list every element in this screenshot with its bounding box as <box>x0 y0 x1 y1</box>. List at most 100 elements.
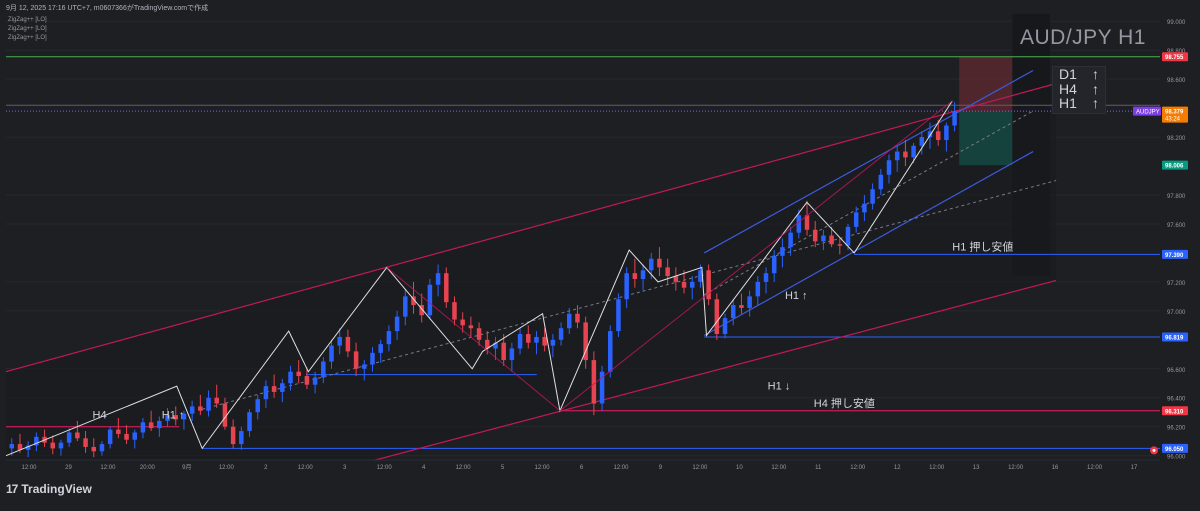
time-tick-label: 5 <box>501 465 505 471</box>
candle-body <box>730 305 736 319</box>
price-tick-label: 98.800 <box>1167 49 1186 55</box>
symbol-badge-label[interactable]: AUDJPY <box>1136 110 1160 116</box>
indicator-label[interactable]: ZigZag++ [LO] <box>8 35 47 41</box>
time-tick-label: 11 <box>815 465 822 471</box>
time-tick-label: 12:00 <box>771 465 787 471</box>
candle-body <box>878 174 884 190</box>
candle-body <box>460 319 465 326</box>
candle-body <box>944 125 949 140</box>
price-badge[interactable] <box>1162 160 1188 170</box>
candle-body <box>501 342 506 361</box>
price-badge[interactable] <box>1162 249 1188 259</box>
candle-body <box>17 444 23 450</box>
channel-line[interactable] <box>703 151 1034 336</box>
time-axis[interactable]: 12:00 29 12:00 20:00 9月 12:00 2 12:00 3 12:00 4 12:… <box>6 459 1160 471</box>
candle-body <box>427 284 433 316</box>
chart-annotation: H1 ↑ <box>162 409 185 421</box>
channel-midline[interactable] <box>703 110 1034 296</box>
candle-body <box>198 406 203 411</box>
price-badge-label[interactable]: 96.050 <box>1165 447 1184 453</box>
trend-row: H4 ↑ <box>1053 81 1105 97</box>
time-tick-label: 12:00 <box>1008 465 1024 471</box>
candle-body <box>829 235 834 245</box>
time-tick-label: 12:00 <box>456 465 472 471</box>
time-tick-label: 9 <box>659 465 663 471</box>
candle-body <box>788 232 793 248</box>
candle-body <box>370 352 375 365</box>
candle-body <box>9 444 15 449</box>
chart-info-header: 9月 12, 2025 17:16 UTC+7, m0607366がTradin… <box>6 5 209 12</box>
candle-body <box>452 302 457 320</box>
price-axis[interactable]: 99.000 98.800 98.600 98.200 97.800 97.600 97.2… <box>1133 20 1188 461</box>
price-badge[interactable] <box>1162 332 1188 342</box>
zigzag <box>5 100 953 457</box>
price-tick-label: 97.600 <box>1167 223 1186 229</box>
candle-body <box>771 255 777 274</box>
symbol-title: AUD/JPY H1 <box>1020 26 1146 49</box>
candle-body <box>140 422 146 433</box>
candle-body <box>706 270 711 300</box>
chart-annotation: H4 押し安値 <box>814 396 875 410</box>
channel-fill <box>6 83 1057 460</box>
price-tick-label: 99.000 <box>1167 20 1186 26</box>
candle-body <box>583 322 588 361</box>
time-tick-label: 12:00 <box>850 465 866 471</box>
time-tick-label: 12:00 <box>21 465 37 471</box>
price-badge-label[interactable]: 97.390 <box>1165 253 1184 259</box>
candle-body <box>853 212 859 227</box>
candle-body <box>411 296 416 306</box>
channel-line[interactable] <box>703 69 1034 254</box>
price-badge-label[interactable]: 98.379 <box>1165 110 1184 116</box>
channel-line[interactable] <box>375 279 1057 461</box>
candle-body <box>132 432 138 440</box>
price-badge-label[interactable]: 96.310 <box>1165 409 1184 415</box>
time-tick-label: 12:00 <box>535 465 551 471</box>
price-badge-label[interactable]: 96.819 <box>1165 336 1184 342</box>
time-tick-label: 4 <box>422 465 426 471</box>
channel-line[interactable] <box>5 82 1057 373</box>
chart-annotation: H1 ↑ <box>785 290 808 302</box>
time-tick-label: 17 <box>1131 465 1138 471</box>
brand-footer[interactable]: 17 TradingView <box>6 482 92 496</box>
take-profit-zone <box>959 111 1013 166</box>
candle-body <box>894 151 900 161</box>
price-badge[interactable] <box>1162 406 1188 416</box>
indicator-label[interactable]: ZigZag++ [LO] <box>8 26 47 32</box>
time-tick-label: 6 <box>580 465 584 471</box>
candle-body <box>419 305 424 316</box>
price-badge[interactable] <box>1162 443 1188 453</box>
candle-body <box>640 270 646 279</box>
candle-body <box>870 189 875 204</box>
price-badge[interactable] <box>1162 106 1188 123</box>
price-badge-label[interactable]: 98.006 <box>1165 164 1184 170</box>
price-badge-label[interactable]: 98.755 <box>1165 55 1184 61</box>
candle-body <box>124 433 129 440</box>
candle-body <box>435 273 441 285</box>
trend-channels[interactable] <box>5 69 1057 461</box>
horizontal-lines[interactable] <box>6 56 1160 449</box>
candle-body <box>493 342 498 349</box>
candle-body <box>288 371 293 384</box>
candle-body <box>99 444 105 452</box>
tradingview-logo-icon: 17 <box>6 482 18 496</box>
price-tick-label: 96.600 <box>1167 368 1186 374</box>
candle-body <box>173 415 178 420</box>
candle-body <box>812 229 818 242</box>
trend-timeframe: D1 <box>1059 66 1077 82</box>
symbol-badge[interactable] <box>1133 106 1161 116</box>
candle-body <box>837 244 843 246</box>
candle-body <box>845 226 851 246</box>
candle-body <box>255 399 260 413</box>
candle-body <box>739 305 744 308</box>
candle-body <box>148 422 154 429</box>
candle-body <box>575 313 580 323</box>
candle-body <box>181 413 187 420</box>
candle-body <box>689 281 695 288</box>
price-badge[interactable] <box>1162 52 1188 62</box>
indicator-label[interactable]: ZigZag++ [LO] <box>8 17 47 23</box>
arrow-up-icon: ↑ <box>1092 95 1099 111</box>
candle-body <box>353 351 359 369</box>
candle-body <box>83 438 88 447</box>
